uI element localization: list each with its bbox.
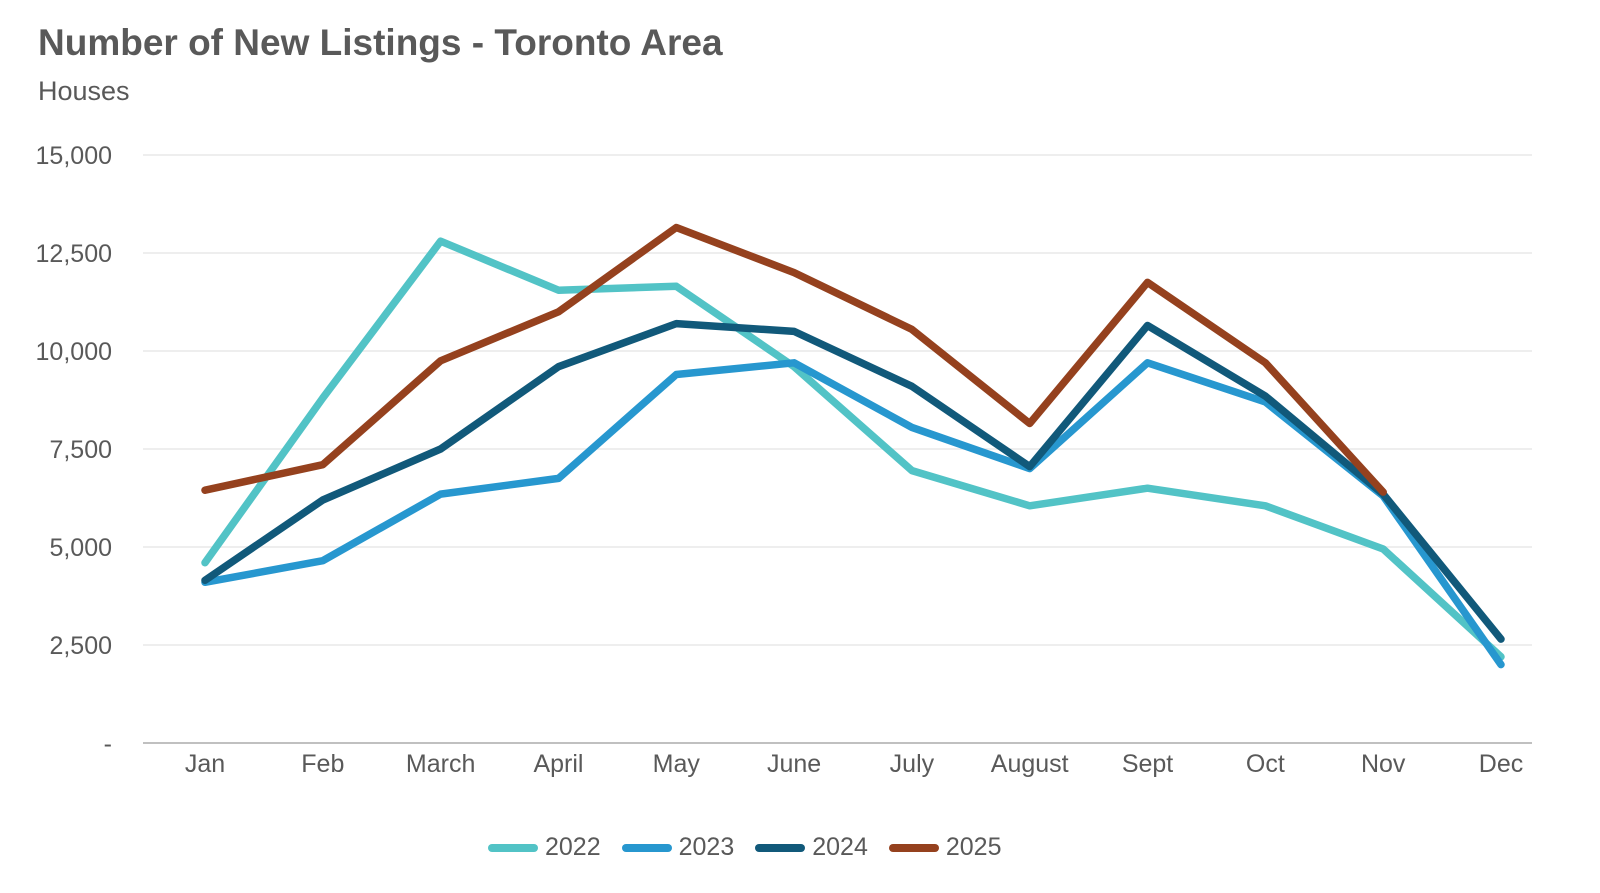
x-axis-label: Sept: [1122, 750, 1173, 778]
y-axis-label: 10,000: [36, 338, 112, 366]
legend-item-2023[interactable]: 2023: [621, 833, 735, 862]
legend-swatch-2025: [888, 843, 939, 852]
x-axis-label: Jan: [185, 750, 225, 778]
y-axis-label: 15,000: [36, 142, 112, 170]
series-line-2022[interactable]: [201, 237, 1505, 661]
x-axis-label: March: [406, 750, 475, 778]
legend-swatch-2023: [621, 843, 672, 852]
legend-label: 2023: [678, 833, 735, 861]
x-axis-label: April: [533, 750, 583, 778]
chart-subtitle: Houses: [38, 76, 130, 106]
x-axis-label: July: [890, 750, 935, 778]
y-axis-label: 12,500: [36, 240, 112, 268]
legend-item-2025[interactable]: 2025: [888, 833, 1002, 862]
chart-legend: 2022 2023 2024 2025: [488, 833, 1023, 862]
legend-label: 2025: [945, 833, 1002, 861]
x-axis-label: Feb: [301, 750, 344, 778]
legend-item-2022[interactable]: 2022: [488, 833, 601, 862]
x-axis-label: Oct: [1246, 750, 1285, 778]
x-axis-label: June: [767, 750, 821, 778]
x-axis-label: May: [653, 750, 701, 778]
series-line-2024[interactable]: [201, 319, 1505, 643]
x-axis-label: August: [991, 750, 1069, 778]
x-axis-label: Dec: [1479, 750, 1523, 778]
y-axis-label: 2,500: [49, 632, 112, 660]
series-line-2023[interactable]: [201, 359, 1505, 669]
legend-swatch-2022: [488, 843, 538, 852]
y-axis-label: -: [104, 730, 112, 758]
series-line-2025[interactable]: [201, 223, 1387, 496]
x-axis-label: Nov: [1361, 750, 1406, 778]
legend-swatch-2024: [755, 843, 806, 852]
y-axis-label: 5,000: [49, 534, 112, 562]
legend-label: 2022: [545, 833, 601, 861]
chart-title: Number of New Listings - Toronto Area: [38, 22, 723, 63]
legend-item-2024[interactable]: 2024: [755, 833, 868, 862]
legend-label: 2024: [812, 833, 868, 861]
y-axis-label: 7,500: [49, 436, 112, 464]
